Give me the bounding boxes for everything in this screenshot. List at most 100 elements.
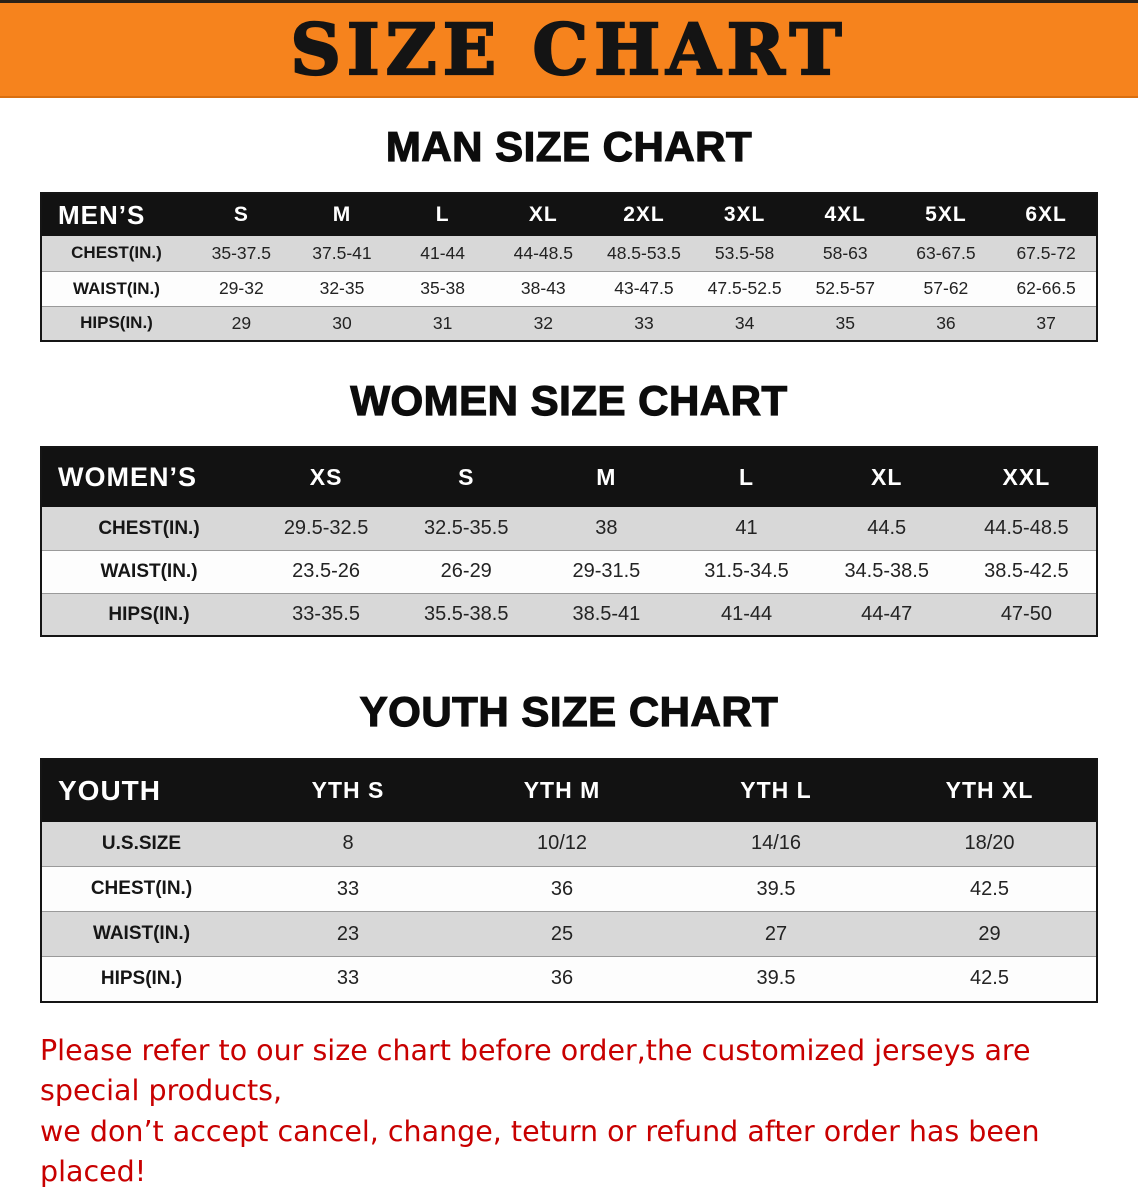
size-value: 58-63 xyxy=(795,236,896,271)
size-value: 33 xyxy=(594,306,695,341)
size-value: 29 xyxy=(191,306,292,341)
page-title: SIZE CHART xyxy=(290,15,847,85)
size-value: 29-32 xyxy=(191,271,292,306)
size-value: 35-38 xyxy=(392,271,493,306)
size-value: 53.5-58 xyxy=(694,236,795,271)
disclaimer-line-2: we don’t accept cancel, change, teturn o… xyxy=(40,1112,1098,1192)
size-column-header: 5XL xyxy=(896,193,997,236)
size-value: 47.5-52.5 xyxy=(694,271,795,306)
size-value: 31 xyxy=(392,306,493,341)
size-value: 23 xyxy=(241,912,455,957)
women-section-title: WOMEN SIZE CHART xyxy=(0,378,1138,424)
row-label: WAIST(IN.) xyxy=(41,550,256,593)
group-label-header: WOMEN’S xyxy=(41,447,256,507)
size-column-header: 6XL xyxy=(996,193,1097,236)
size-value: 44.5 xyxy=(817,507,957,550)
size-column-header: XS xyxy=(256,447,396,507)
size-value: 48.5-53.5 xyxy=(594,236,695,271)
disclaimer-note: Please refer to our size chart before or… xyxy=(40,1031,1098,1192)
size-column-header: 2XL xyxy=(594,193,695,236)
size-value: 36 xyxy=(455,957,669,1002)
men-section-title: MAN SIZE CHART xyxy=(0,124,1138,170)
row-label: CHEST(IN.) xyxy=(41,867,241,912)
row-label: HIPS(IN.) xyxy=(41,593,256,636)
size-value: 62-66.5 xyxy=(996,271,1097,306)
size-column-header: S xyxy=(396,447,536,507)
size-column-header: 3XL xyxy=(694,193,795,236)
title-banner: SIZE CHART xyxy=(0,0,1138,98)
size-value: 29 xyxy=(883,912,1097,957)
size-value: 23.5-26 xyxy=(256,550,396,593)
size-column-header: YTH M xyxy=(455,759,669,822)
row-label: HIPS(IN.) xyxy=(41,306,191,341)
youth-section-title: YOUTH SIZE CHART xyxy=(0,689,1138,735)
size-value: 35-37.5 xyxy=(191,236,292,271)
size-value: 38 xyxy=(536,507,676,550)
size-value: 33 xyxy=(241,957,455,1002)
size-value: 41 xyxy=(676,507,816,550)
size-value: 29-31.5 xyxy=(536,550,676,593)
size-value: 47-50 xyxy=(957,593,1097,636)
size-value: 57-62 xyxy=(896,271,997,306)
size-value: 29.5-32.5 xyxy=(256,507,396,550)
size-value: 18/20 xyxy=(883,822,1097,867)
size-column-header: L xyxy=(392,193,493,236)
group-label-header: MEN’S xyxy=(41,193,191,236)
size-value: 35 xyxy=(795,306,896,341)
size-value: 38.5-41 xyxy=(536,593,676,636)
size-value: 42.5 xyxy=(883,957,1097,1002)
size-value: 44-47 xyxy=(817,593,957,636)
size-value: 33-35.5 xyxy=(256,593,396,636)
size-column-header: L xyxy=(676,447,816,507)
size-value: 32-35 xyxy=(292,271,393,306)
size-value: 14/16 xyxy=(669,822,883,867)
size-value: 52.5-57 xyxy=(795,271,896,306)
row-label: WAIST(IN.) xyxy=(41,271,191,306)
size-column-header: YTH S xyxy=(241,759,455,822)
size-value: 26-29 xyxy=(396,550,536,593)
size-value: 10/12 xyxy=(455,822,669,867)
size-value: 44.5-48.5 xyxy=(957,507,1097,550)
row-label: CHEST(IN.) xyxy=(41,507,256,550)
size-value: 42.5 xyxy=(883,867,1097,912)
row-label: WAIST(IN.) xyxy=(41,912,241,957)
size-column-header: M xyxy=(292,193,393,236)
size-value: 38-43 xyxy=(493,271,594,306)
disclaimer-line-1: Please refer to our size chart before or… xyxy=(40,1031,1098,1112)
size-value: 33 xyxy=(241,867,455,912)
size-value: 67.5-72 xyxy=(996,236,1097,271)
size-value: 38.5-42.5 xyxy=(957,550,1097,593)
size-value: 36 xyxy=(896,306,997,341)
size-value: 39.5 xyxy=(669,867,883,912)
size-value: 34.5-38.5 xyxy=(817,550,957,593)
size-value: 36 xyxy=(455,867,669,912)
size-value: 37 xyxy=(996,306,1097,341)
size-column-header: M xyxy=(536,447,676,507)
size-column-header: 4XL xyxy=(795,193,896,236)
size-value: 43-47.5 xyxy=(594,271,695,306)
size-value: 32.5-35.5 xyxy=(396,507,536,550)
size-column-header: XL xyxy=(817,447,957,507)
row-label: CHEST(IN.) xyxy=(41,236,191,271)
size-value: 35.5-38.5 xyxy=(396,593,536,636)
row-label: HIPS(IN.) xyxy=(41,957,241,1002)
size-column-header: YTH XL xyxy=(883,759,1097,822)
